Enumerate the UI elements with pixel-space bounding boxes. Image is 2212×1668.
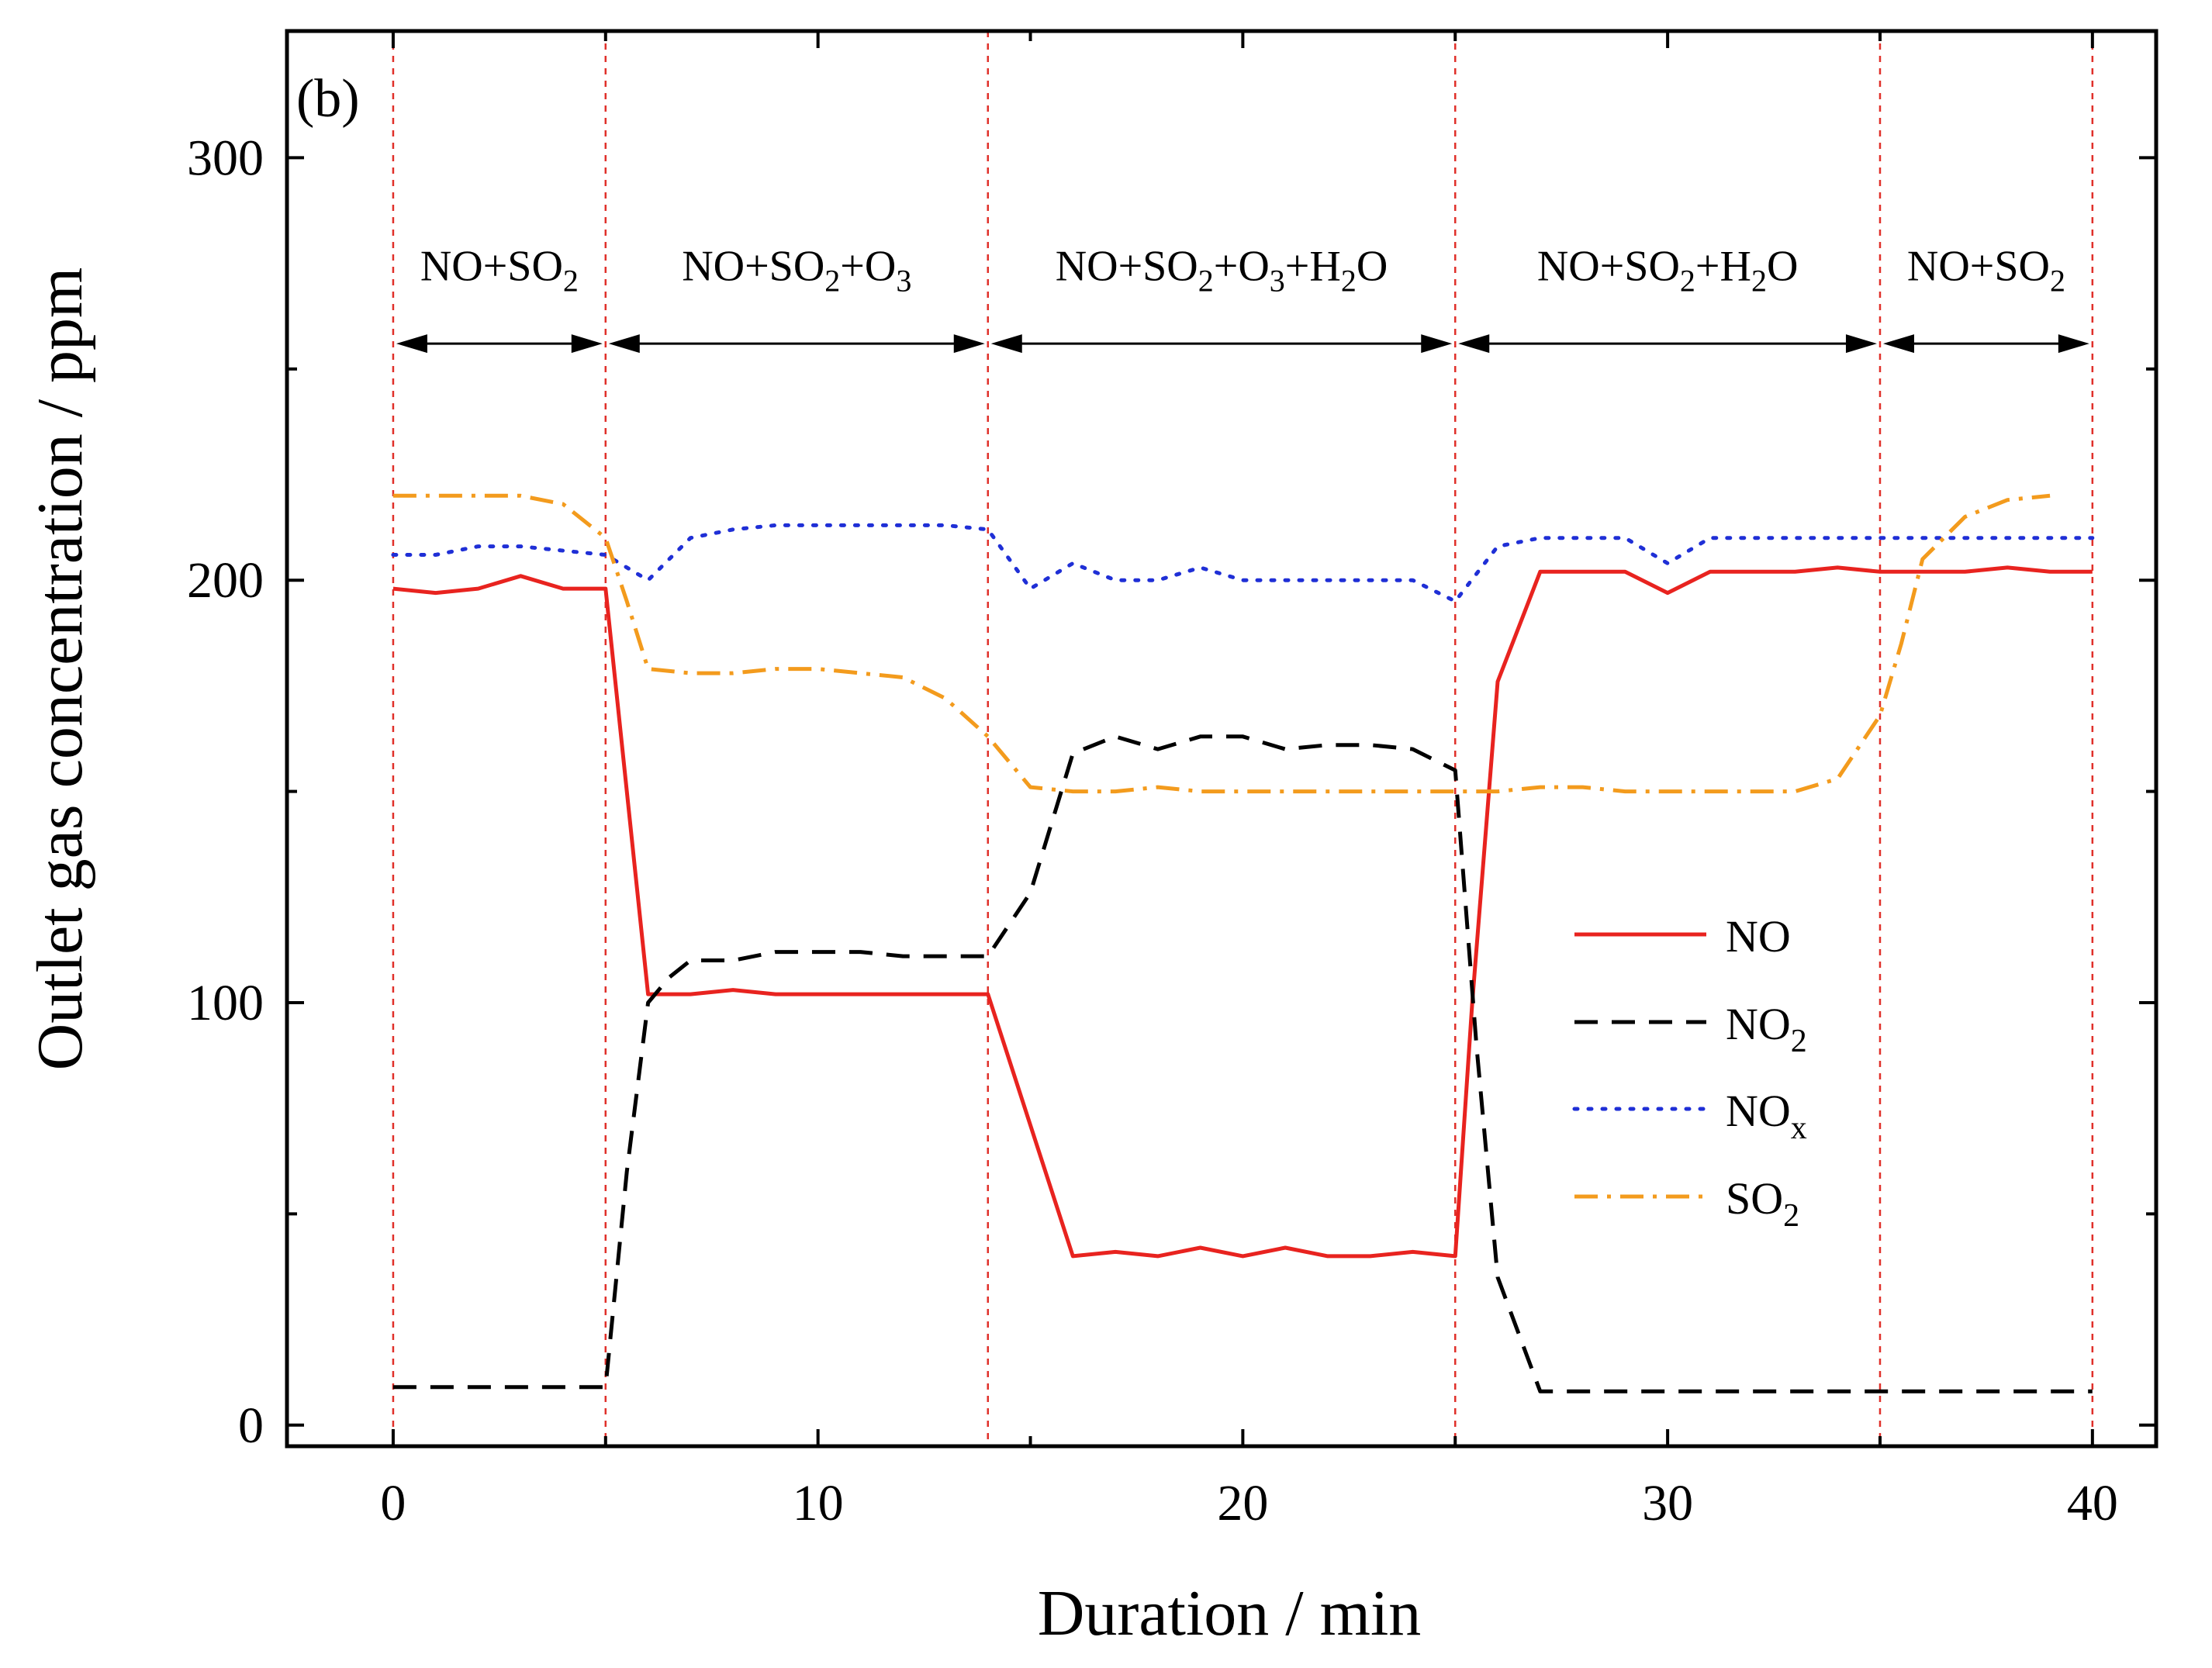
x-tick-label: 20	[1217, 1475, 1268, 1532]
x-axis-title: Duration / min	[1038, 1577, 1422, 1649]
series-line-3	[391, 523, 2095, 603]
y-tick-label: 100	[187, 975, 264, 1031]
y-axis-title: Outlet gas concentration / ppm	[24, 268, 96, 1071]
phase-arrow-head-left	[608, 334, 640, 354]
x-tick-label: 30	[1642, 1475, 1693, 1532]
y-tick-label: 200	[187, 552, 264, 609]
phase-label: NO+SO2+H2O	[1537, 242, 1799, 298]
x-tick-label: 40	[2067, 1475, 2118, 1532]
panel-label: (b)	[296, 69, 360, 129]
x-tick-label: 10	[793, 1475, 844, 1532]
phase-arrow-head-left	[1882, 334, 1914, 354]
series-line-1	[392, 565, 2093, 1259]
plot-frame	[285, 29, 2158, 1449]
x-tick-label: 0	[380, 1475, 406, 1532]
phase-arrow-head-left	[396, 334, 427, 354]
legend-label: SO2	[1726, 1173, 1799, 1234]
legend-label: NOx	[1726, 1086, 1807, 1146]
series-line-4	[392, 493, 2051, 794]
phase-label: NO+SO2	[1907, 242, 2065, 298]
legend-label: NO	[1726, 911, 1791, 962]
phase-arrow-head-right	[571, 334, 603, 354]
series-line-2	[392, 734, 2093, 1393]
y-tick-label: 300	[187, 130, 264, 186]
phase-label: NO+SO2+O3	[682, 242, 911, 298]
y-tick-label: 0	[238, 1397, 264, 1454]
phase-arrow-head-left	[1458, 334, 1490, 354]
phase-arrow-head-left	[990, 334, 1022, 354]
phase-arrow-head-right	[1845, 334, 1877, 354]
phase-arrow-head-right	[953, 334, 985, 354]
phase-label: NO+SO2	[420, 242, 579, 298]
phase-arrow-head-right	[1421, 334, 1453, 354]
legend-label: NO2	[1726, 999, 1807, 1059]
phase-label: NO+SO2+O3+H2O	[1056, 242, 1388, 298]
phase-arrow-head-right	[2058, 334, 2089, 354]
